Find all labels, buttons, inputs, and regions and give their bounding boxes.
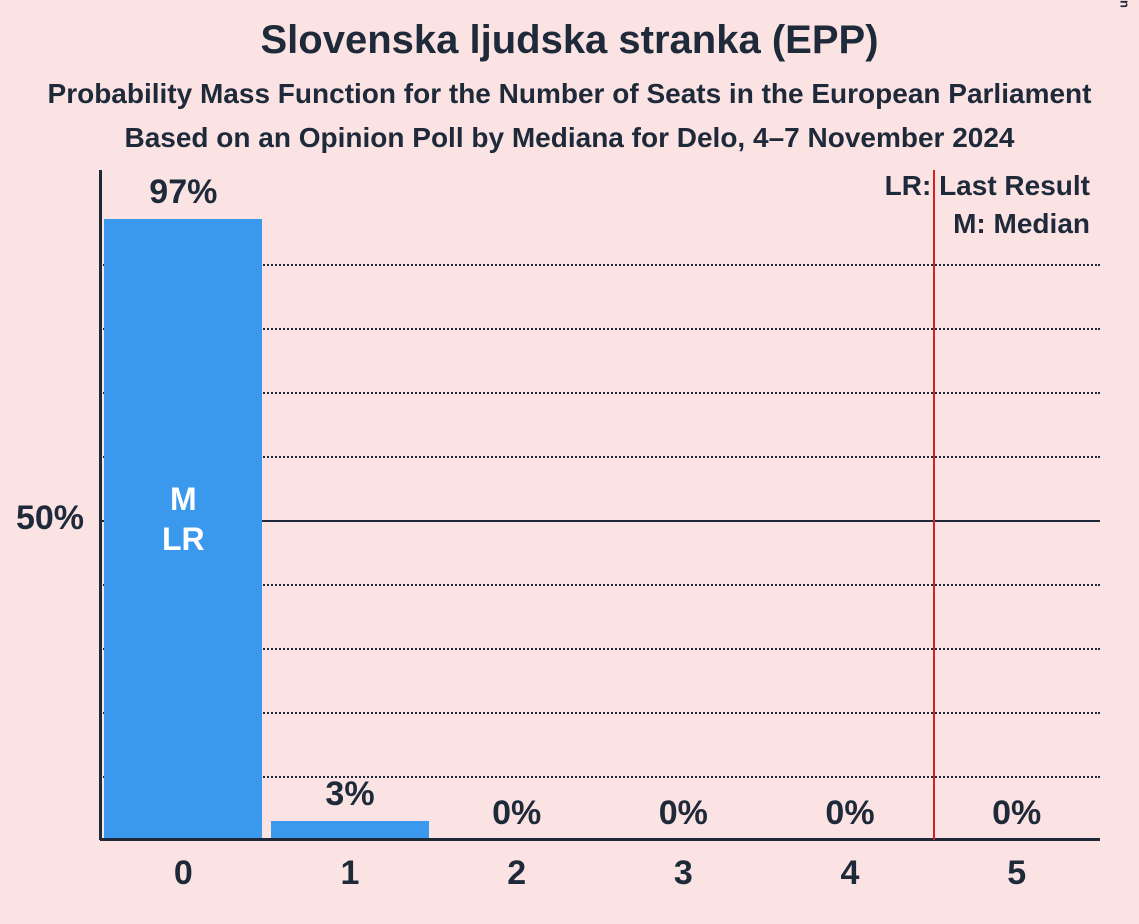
copyright-label: © 2024 Filip van Laenen [1118,0,1133,8]
bar-value-label: 0% [767,794,934,833]
y-tick-label: 50% [0,499,84,538]
plot-area: MLR97%3%0%0%0%0%LR: Last ResultM: Median [100,200,1100,840]
chart-subtitle-1: Probability Mass Function for the Number… [0,78,1139,110]
bar: MLR [104,219,262,840]
chart-subtitle-2: Based on an Opinion Poll by Mediana for … [0,122,1139,154]
x-tick-label: 4 [767,854,934,893]
x-tick-label: 2 [433,854,600,893]
bar-value-label: 3% [267,775,434,814]
bar-value-label: 0% [600,794,767,833]
y-axis [99,170,102,840]
bar-value-label: 97% [100,173,267,212]
in-bar-label-line: LR [104,519,262,559]
x-tick-label: 3 [600,854,767,893]
chart-container: Slovenska ljudska stranka (EPP) Probabil… [0,0,1139,924]
legend-lr: LR: Last Result [885,170,1090,202]
in-bar-label-line: M [104,479,262,519]
x-axis [100,838,1100,841]
bar-value-label: 0% [933,794,1100,833]
chart-title: Slovenska ljudska stranka (EPP) [0,18,1139,63]
threshold-line [933,170,935,840]
legend-m: M: Median [953,208,1090,240]
x-tick-label: 5 [933,854,1100,893]
x-tick-label: 0 [100,854,267,893]
x-tick-label: 1 [267,854,434,893]
bar-value-label: 0% [433,794,600,833]
in-bar-labels: MLR [104,479,262,559]
